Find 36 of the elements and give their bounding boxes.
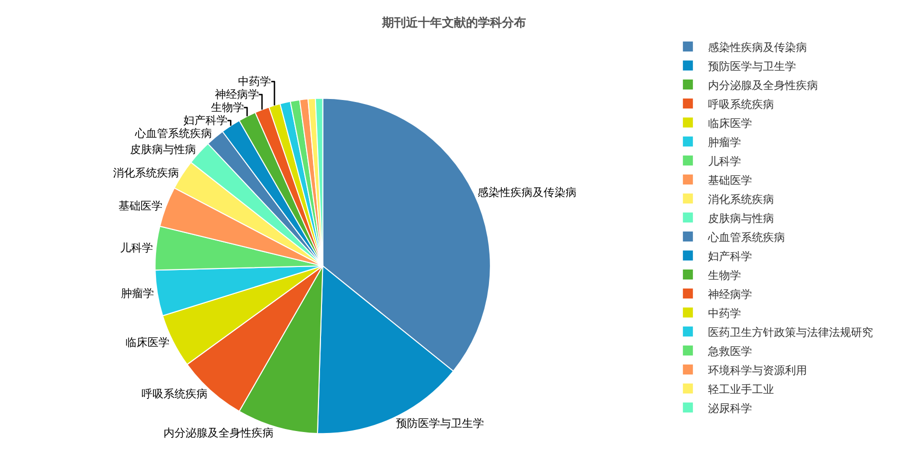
slice-label: 消化系统疾病 bbox=[112, 166, 179, 180]
legend-label: 临床医学 bbox=[708, 116, 752, 130]
legend-label: 中药学 bbox=[708, 306, 741, 320]
slice-label: 儿科学 bbox=[120, 241, 153, 254]
legend-label: 神经病学 bbox=[708, 288, 752, 301]
slice-label: 皮肤病与性病 bbox=[130, 143, 196, 156]
legend-label: 呼吸系统疾病 bbox=[708, 98, 774, 111]
slice-label: 心血管系统疾病 bbox=[134, 127, 212, 140]
legend-label: 生物学 bbox=[708, 268, 741, 282]
slice-label: 感染性疾病及传染病 bbox=[477, 186, 576, 199]
slice-label: 基础医学 bbox=[118, 199, 163, 212]
legend-label: 医药卫生方针政策与法律法规研究 bbox=[708, 326, 873, 339]
legend-label: 急救医学 bbox=[706, 344, 752, 358]
legend-label: 皮肤病与性病 bbox=[708, 212, 774, 225]
slice-label: 生物学 bbox=[210, 101, 244, 114]
slice-label: 妇产科学 bbox=[183, 114, 228, 128]
legend-label: 泌尿科学 bbox=[708, 402, 752, 415]
legend-label: 预防医学与卫生学 bbox=[708, 60, 796, 73]
legend-label: 儿科学 bbox=[708, 154, 741, 168]
slice-label: 临床医学 bbox=[126, 336, 170, 349]
legend-label: 基础医学 bbox=[708, 174, 752, 187]
slice-label: 肿瘤学 bbox=[121, 286, 154, 300]
slice-label: 预防医学与卫生学 bbox=[396, 417, 484, 430]
legend-label: 轻工业手工业 bbox=[708, 382, 774, 396]
slice-label: 呼吸系统疾病 bbox=[141, 388, 208, 401]
legend-label: 妇产科学 bbox=[708, 250, 752, 263]
legend-label: 心血管系统疾病 bbox=[706, 230, 785, 244]
slice-label: 内分泌腺及全身性疾病 bbox=[164, 426, 274, 440]
legend-label: 肿瘤学 bbox=[708, 136, 741, 149]
legend-label: 环境科学与资源利用 bbox=[708, 364, 807, 377]
chart-title: 期刊近十年文献的学科分布 bbox=[381, 15, 526, 30]
slice-label: 中药学 bbox=[238, 75, 272, 88]
legend-label: 感染性疾病及传染病 bbox=[708, 40, 807, 54]
legend-label: 消化系统疾病 bbox=[708, 192, 774, 206]
legend-label: 内分泌腺及全身性疾病 bbox=[708, 78, 818, 92]
slice-label: 神经病学 bbox=[214, 88, 259, 102]
